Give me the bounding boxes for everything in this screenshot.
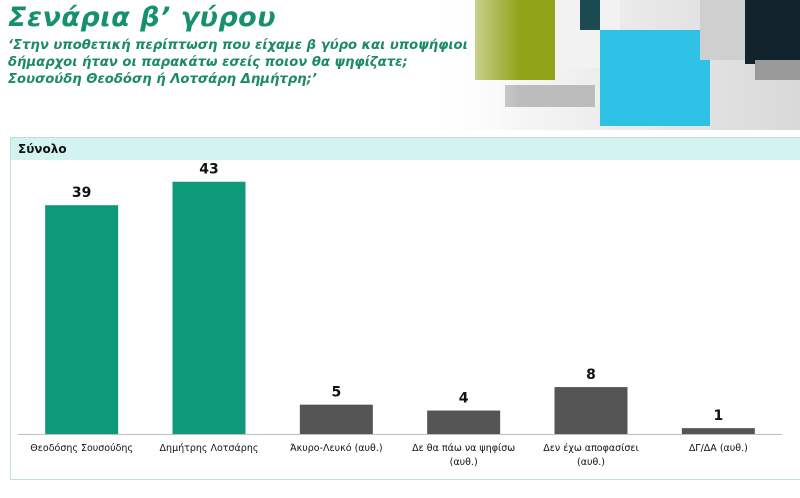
- bar: [299, 404, 373, 434]
- deco-cyan-square: [600, 30, 710, 126]
- bar: [172, 181, 246, 434]
- bar: [45, 205, 119, 434]
- category-label: Δε θα πάω να ψηφίσω: [412, 443, 515, 454]
- data-label: 39: [72, 185, 91, 201]
- category-label: Άκυρο-Λευκό (αυθ.): [290, 443, 383, 454]
- chart-panel: Σύνολο: [10, 137, 800, 480]
- decorative-squares: [430, 0, 800, 130]
- bar: [554, 387, 628, 434]
- category-label: (αυθ.): [577, 457, 605, 468]
- panel-label: Σύνολο: [18, 142, 67, 156]
- category-label: Δημήτρης Λοτσάρης: [160, 443, 259, 454]
- category-label: (αυθ.): [450, 457, 478, 468]
- question-text: ‘Στην υποθετική περίπτωση που είχαμε β γ…: [8, 37, 488, 88]
- data-label: 4: [459, 391, 469, 407]
- category-label: Δεν έχω αποφασίσει: [543, 443, 639, 454]
- data-label: 5: [331, 385, 341, 401]
- panel-header: Σύνολο: [11, 138, 800, 160]
- header-banner: Σενάρια β’ γύρου ‘Στην υποθετική περίπτω…: [0, 0, 800, 130]
- bar: [427, 410, 501, 434]
- bar: [681, 428, 755, 434]
- category-label: ΔΓ/ΔΑ (αυθ.): [689, 443, 748, 454]
- data-label: 1: [713, 408, 723, 424]
- bar-chart: 39 Θεοδόσης Σουσούδης 43 Δημήτρης Λοτσάρης 5…: [18, 162, 782, 468]
- deco-navy-square: [745, 0, 800, 64]
- question-line: Σουσούδη Θεοδόση ή Λοτσάρη Δημήτρη;’: [8, 72, 317, 87]
- page-title: Σενάρια β’ γύρου: [8, 2, 276, 33]
- question-line: ‘Στην υποθετική περίπτωση που είχαμε β γ…: [8, 38, 468, 53]
- data-label: 43: [199, 162, 218, 178]
- question-line: δήμαρχοι ήταν οι παρακάτω εσείς ποιον θα…: [8, 55, 408, 70]
- data-label: 8: [586, 367, 596, 383]
- category-label: Θεοδόσης Σουσούδης: [30, 443, 133, 454]
